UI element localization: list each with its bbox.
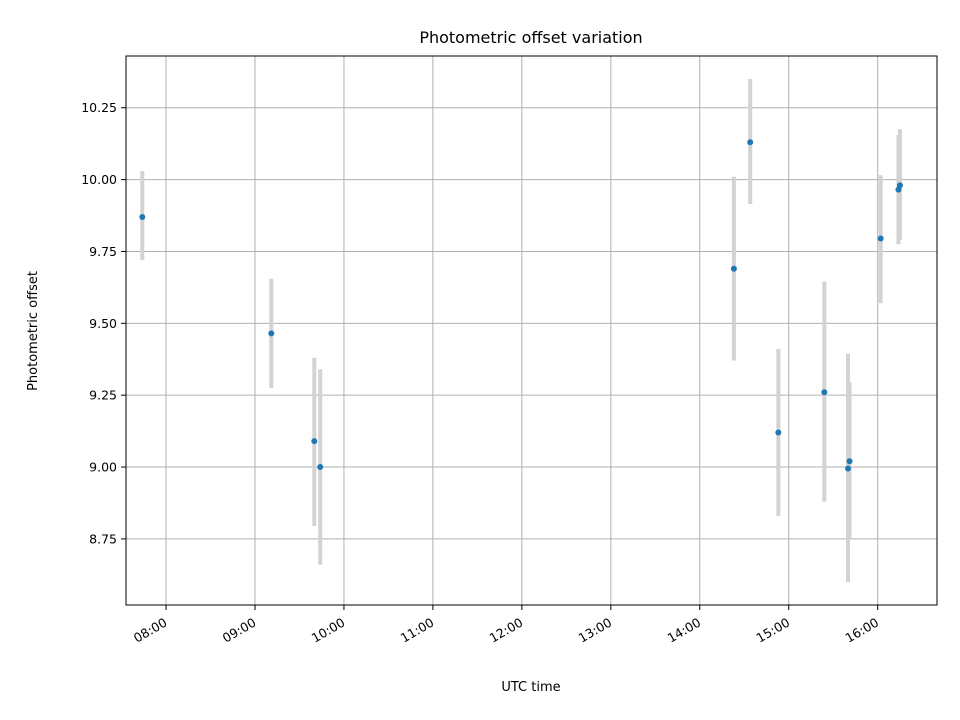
x-axis-label: UTC time: [501, 680, 560, 695]
chart-title: Photometric offset variation: [419, 28, 642, 47]
data-point: [268, 330, 275, 337]
data-point: [821, 389, 828, 396]
data-point: [775, 429, 782, 436]
y-axis-label: Photometric offset: [26, 271, 41, 391]
x-tick-label: 11:00: [398, 615, 437, 646]
x-tick-label: 08:00: [131, 615, 170, 646]
y-axis-ticks: 8.75 9.00 9.25 9.50 9.75 10.00 10.25: [81, 100, 126, 546]
y-tick-label: 9.50: [89, 316, 117, 331]
data-point: [747, 139, 754, 146]
y-tick-label: 9.00: [89, 460, 117, 475]
data-point: [845, 465, 852, 472]
x-tick-label: 14:00: [665, 615, 704, 646]
error-bars: [140, 78, 902, 583]
data-point: [896, 182, 903, 189]
plot-area-frame: [125, 55, 938, 606]
data-point: [730, 265, 737, 272]
x-tick-label: 12:00: [487, 615, 526, 646]
data-point: [846, 458, 853, 465]
x-tick-label: 09:00: [220, 615, 259, 646]
data-point: [317, 464, 324, 471]
grid-lines: [126, 56, 937, 605]
data-point: [311, 438, 318, 445]
x-tick-label: 15:00: [754, 615, 793, 646]
y-tick-label: 8.75: [89, 531, 117, 546]
x-tick-label: 13:00: [576, 615, 615, 646]
y-tick-label: 9.75: [89, 244, 117, 259]
data-point: [877, 235, 884, 242]
x-tick-label: 16:00: [842, 615, 881, 646]
y-tick-label: 10.00: [81, 172, 117, 187]
x-axis-ticks: 08:00 09:00 10:00 11:00 12:00 13:00 14:00 15:00…: [131, 605, 881, 646]
data-point: [139, 213, 146, 220]
data-points: [139, 139, 903, 472]
x-tick-label: 10:00: [309, 615, 348, 646]
y-tick-label: 9.25: [89, 388, 117, 403]
y-tick-label: 10.25: [81, 100, 117, 115]
